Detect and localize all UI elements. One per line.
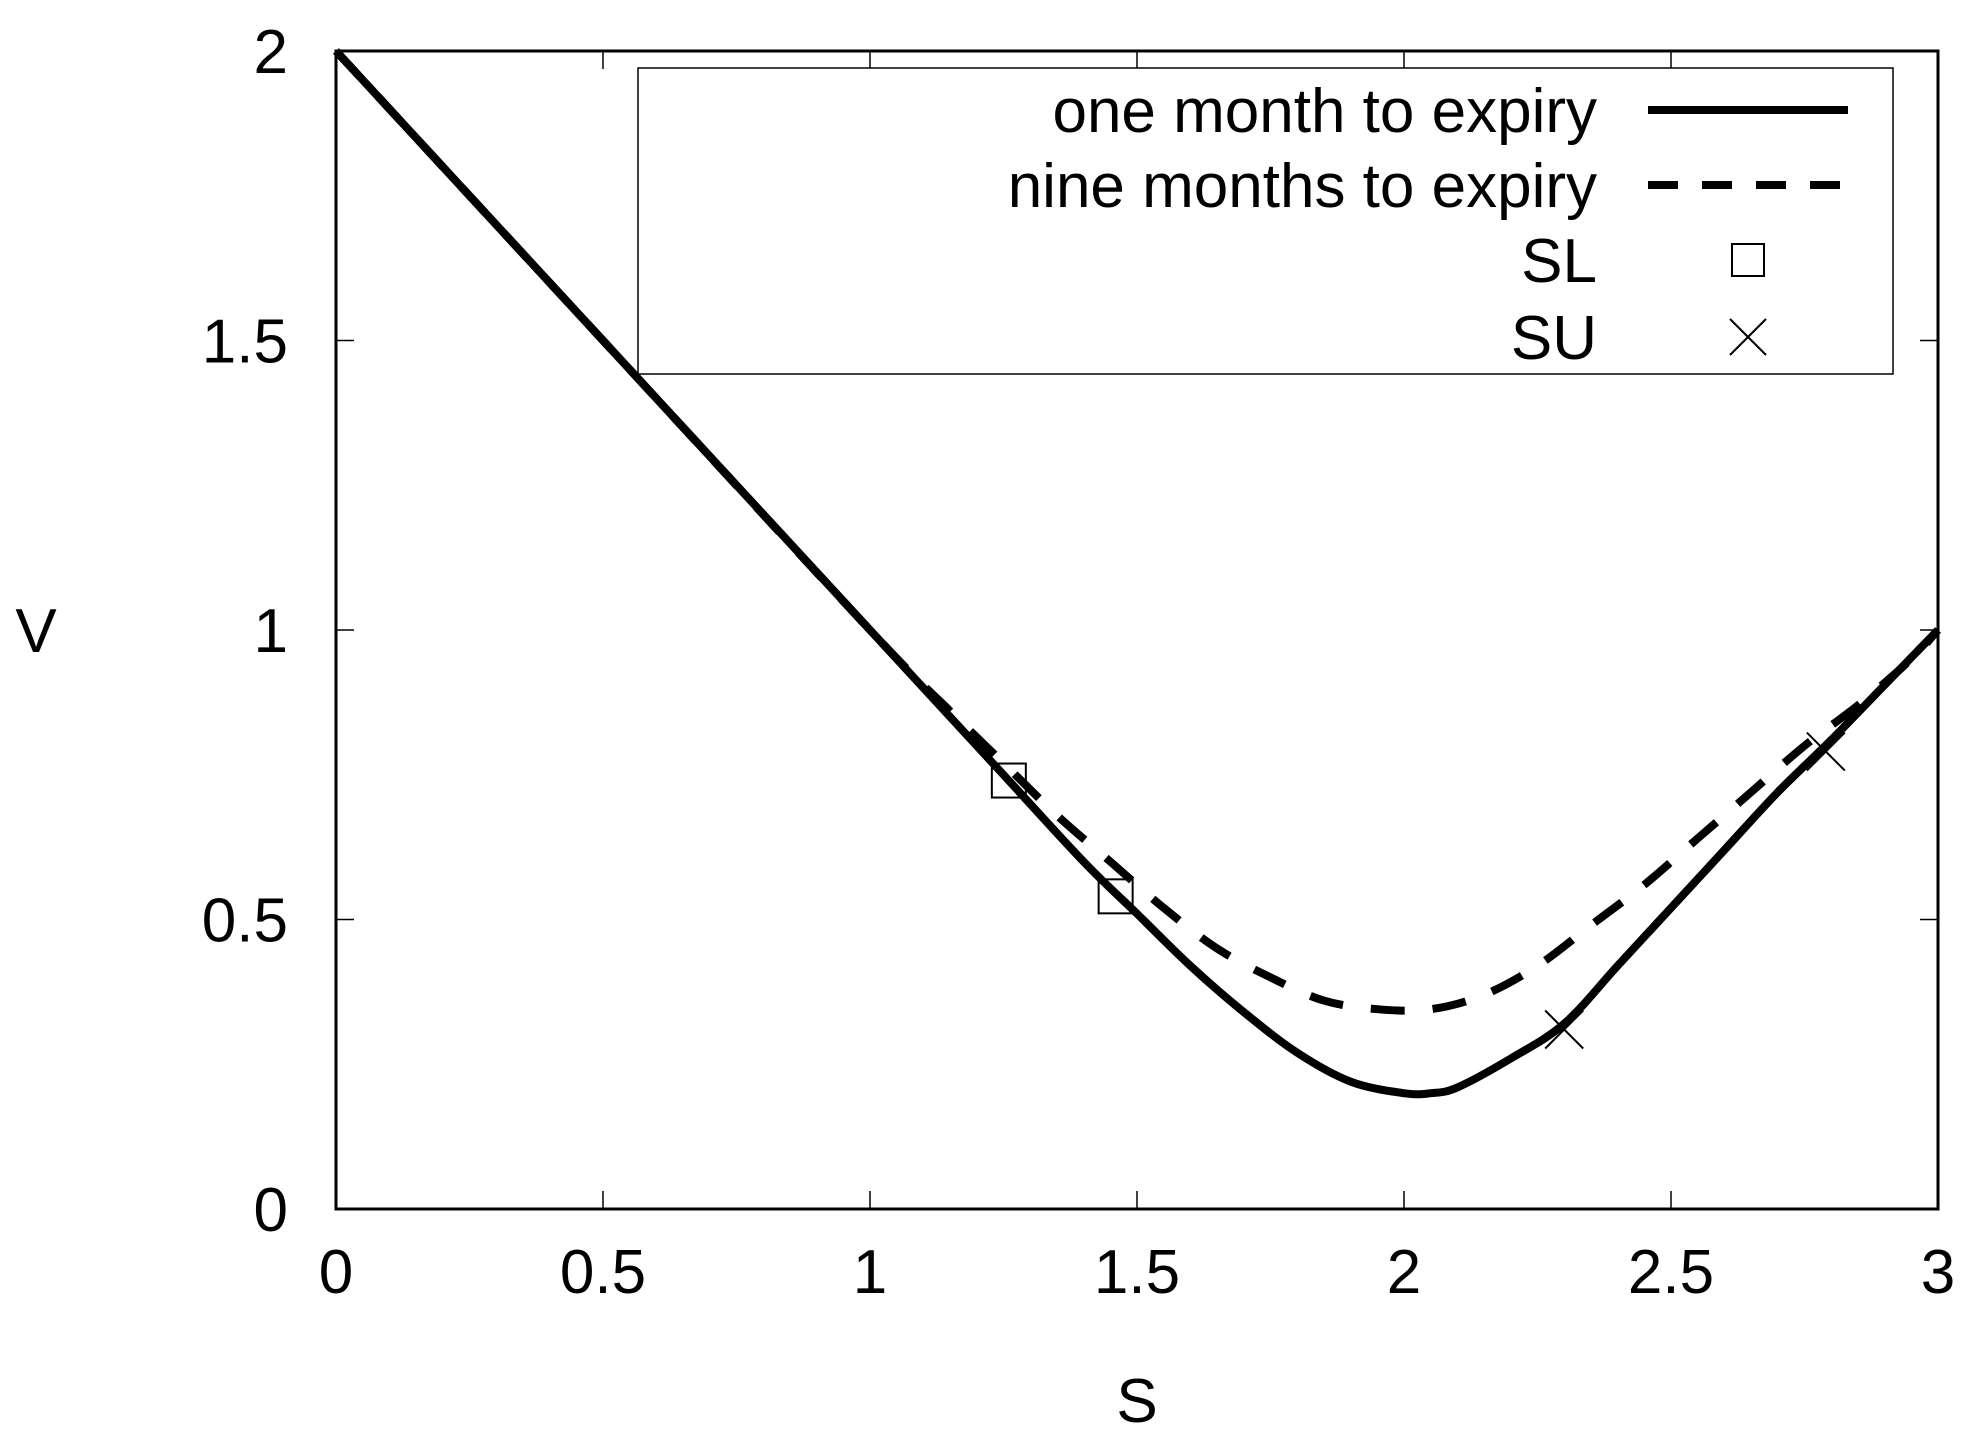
y-tick-label: 0.5 xyxy=(202,887,288,956)
legend-box xyxy=(637,67,1894,375)
x-tick-labels: 0 0.5 1 1.5 2 2.5 3 xyxy=(319,1238,1955,1307)
y-tick-label: 1.5 xyxy=(202,308,288,377)
x-tick-label: 1 xyxy=(853,1238,887,1307)
plot-frame xyxy=(334,49,1940,1211)
y-tick-label: 1 xyxy=(254,597,288,666)
legend-sample-square xyxy=(1731,243,1765,277)
y-tick-label: 0 xyxy=(254,1176,288,1245)
x-tick-label: 1.5 xyxy=(1094,1238,1180,1307)
sl-point xyxy=(990,762,1027,799)
x-tick-label: 3 xyxy=(1921,1238,1955,1307)
x-tick-label: 0.5 xyxy=(560,1238,646,1307)
x-tick-label: 0 xyxy=(319,1238,353,1307)
series-layer xyxy=(333,48,1941,1099)
legend-label: nine months to expiry xyxy=(1008,152,1597,221)
legend-label: SL xyxy=(1521,227,1597,296)
series-line-nine-months xyxy=(333,48,1941,1015)
series-line-one-month xyxy=(333,48,1941,1099)
y-tick-label: 2 xyxy=(254,18,288,87)
legend-sample-cross xyxy=(1729,318,1767,356)
su-point xyxy=(1544,1009,1584,1050)
x-tick-label: 2 xyxy=(1387,1238,1421,1307)
x-axis-label: S xyxy=(1116,1367,1157,1436)
y-axis-label: V xyxy=(15,597,57,666)
su-point xyxy=(1806,731,1846,772)
y-tick-labels: 0 0.5 1 1.5 2 xyxy=(202,18,288,1245)
legend-label: SU xyxy=(1511,304,1597,373)
legend-label: one month to expiry xyxy=(1052,77,1597,146)
x-tick-label: 2.5 xyxy=(1628,1238,1714,1307)
sl-point xyxy=(1097,878,1134,915)
